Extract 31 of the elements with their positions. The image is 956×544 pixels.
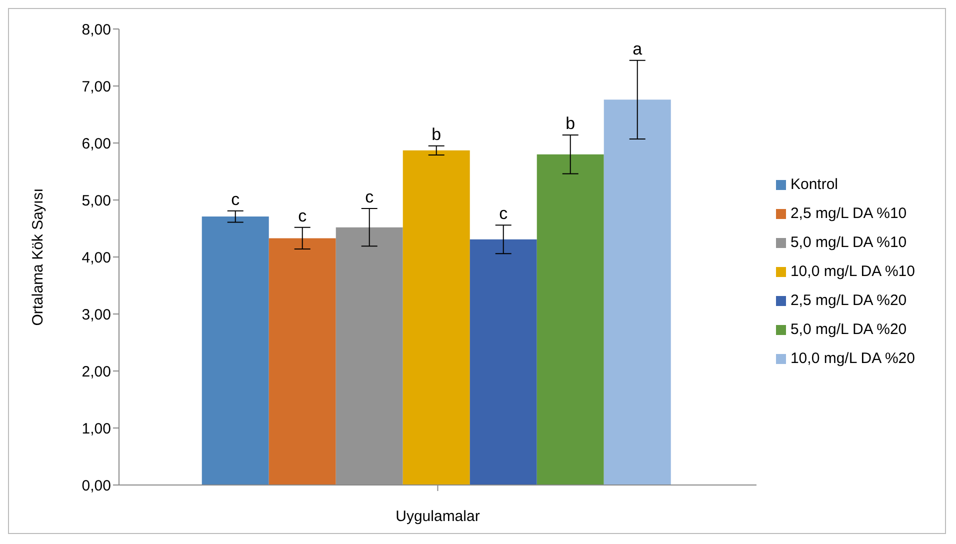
bar	[470, 239, 537, 485]
data-label: c	[298, 206, 308, 226]
bar	[604, 100, 671, 485]
legend-label: 2,5 mg/L DA %10	[790, 204, 907, 222]
data-label: b	[566, 114, 576, 134]
y-tick-label: 5,00	[82, 192, 111, 210]
legend-label: 10,0 mg/L DA %10	[790, 262, 915, 280]
y-tick-label: 7,00	[82, 78, 111, 96]
data-label: a	[632, 39, 643, 58]
y-tick-label: 6,00	[82, 135, 111, 152]
y-tick-label: 3,00	[82, 306, 111, 324]
data-label: c	[231, 190, 240, 209]
y-tick-label: 0,00	[82, 477, 111, 494]
bar	[268, 238, 336, 485]
y-tick-label: 4,00	[82, 249, 111, 266]
bar	[202, 216, 269, 485]
x-axis-title: Uygulamalar	[396, 508, 480, 525]
legend-label: Kontrol	[790, 176, 838, 192]
data-label: c	[365, 188, 374, 207]
y-tick-label: 1,00	[82, 420, 111, 438]
bar	[402, 150, 470, 485]
y-tick-label: 8,00	[82, 21, 111, 38]
data-label: c	[499, 204, 508, 224]
legend-label: 5,0 mg/L DA %20	[790, 320, 907, 338]
y-tick-label: 2,00	[82, 363, 111, 380]
y-axis-title: Ortalama Kök Sayısı	[29, 188, 46, 326]
legend-label: 10,0 mg/L DA %20	[790, 350, 915, 366]
data-label: b	[432, 124, 442, 144]
legend-label: 2,5 mg/L DA %20	[790, 292, 907, 308]
legend-label: 5,0 mg/L DA %10	[790, 234, 907, 250]
bar	[536, 154, 604, 485]
